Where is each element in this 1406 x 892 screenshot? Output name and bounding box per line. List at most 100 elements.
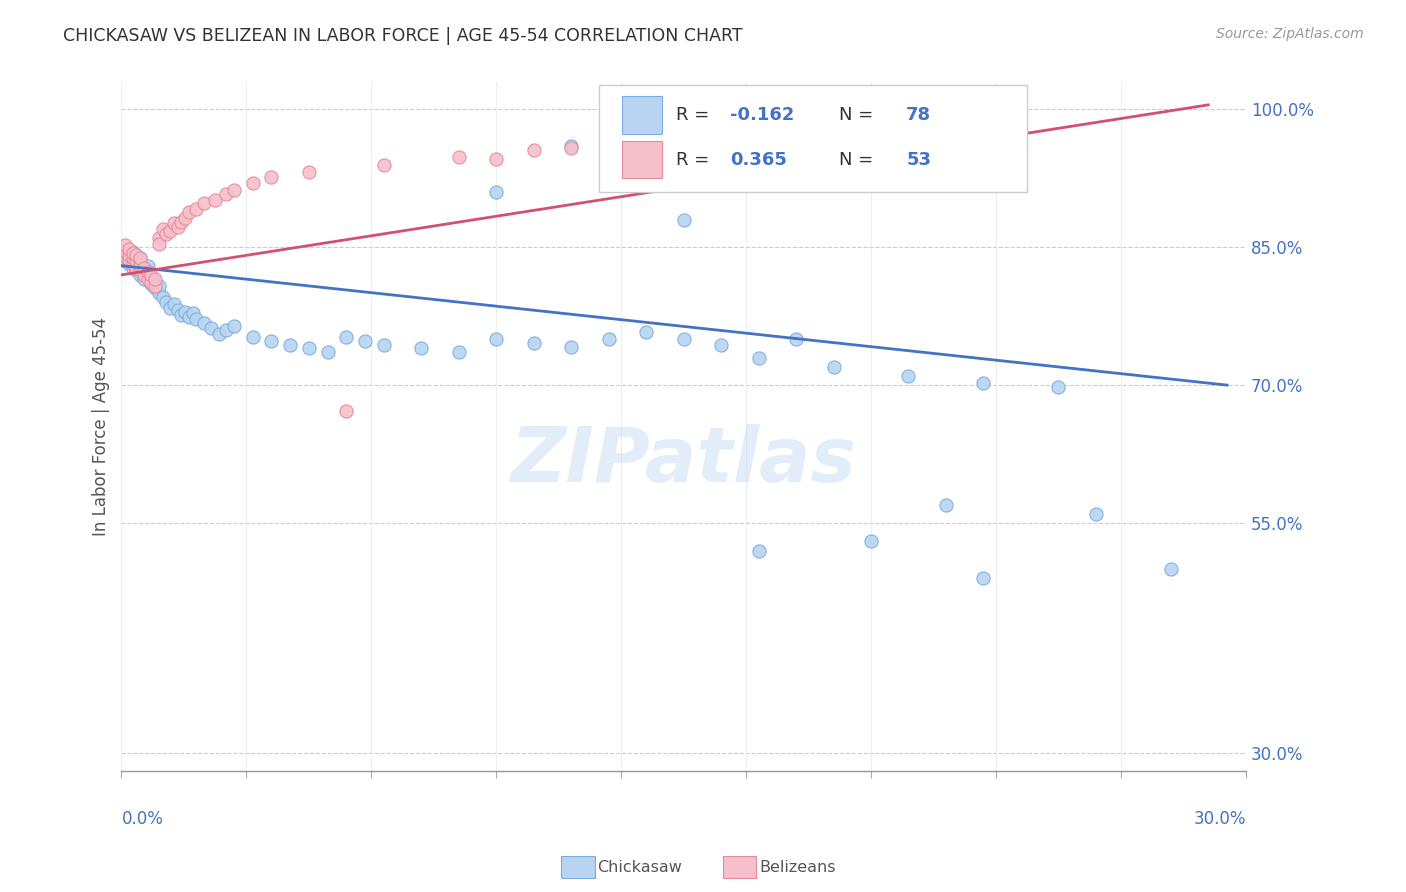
FancyBboxPatch shape [599, 86, 1026, 192]
Point [114, 254, 136, 268]
Point [186, 202, 208, 216]
Text: 30.0%: 30.0% [1194, 810, 1246, 828]
Point [215, 186, 238, 201]
Point [335, 404, 357, 418]
Point [208, 326, 231, 341]
Point [121, 252, 143, 266]
Point [125, 259, 148, 273]
Point [121, 257, 143, 271]
Point [260, 170, 283, 185]
Point [170, 308, 193, 322]
Point [132, 266, 155, 280]
Point [672, 332, 695, 346]
Point [242, 330, 264, 344]
Point [125, 247, 148, 261]
Point [242, 176, 264, 190]
Point [132, 260, 155, 275]
Text: N =: N = [839, 151, 879, 169]
Point [354, 334, 377, 348]
Point [121, 244, 143, 259]
Point [373, 337, 395, 351]
Point [636, 325, 658, 339]
Point [935, 128, 957, 143]
Point [136, 269, 159, 284]
Point [373, 158, 395, 172]
Point [204, 193, 226, 207]
Point [121, 260, 143, 275]
Point [125, 260, 148, 275]
Point [118, 247, 141, 261]
Point [129, 268, 152, 282]
Point [823, 359, 845, 374]
Point [177, 205, 200, 219]
Text: Source: ZipAtlas.com: Source: ZipAtlas.com [1216, 27, 1364, 41]
Point [1160, 562, 1182, 576]
Point [136, 271, 159, 285]
Point [560, 141, 582, 155]
Point [155, 295, 177, 310]
Point [560, 339, 582, 353]
Point [118, 253, 141, 268]
Point [222, 183, 245, 197]
Point [143, 272, 166, 286]
Point [163, 297, 186, 311]
Point [897, 368, 920, 383]
Point [1047, 380, 1070, 394]
Point [125, 247, 148, 261]
Point [129, 263, 152, 277]
Point [155, 227, 177, 241]
Point [710, 139, 733, 153]
Point [148, 279, 170, 293]
Point [193, 316, 215, 330]
FancyBboxPatch shape [621, 96, 662, 134]
Point [129, 252, 152, 266]
Point [118, 242, 141, 256]
Point [118, 247, 141, 261]
Point [598, 332, 620, 346]
Text: R =: R = [676, 151, 714, 169]
Point [785, 332, 807, 346]
Point [148, 236, 170, 251]
Point [411, 342, 433, 356]
Point [278, 337, 301, 351]
Text: ZIPatlas: ZIPatlas [510, 424, 856, 498]
Point [935, 498, 957, 512]
Point [598, 158, 620, 172]
Text: 0.0%: 0.0% [121, 810, 163, 828]
Point [163, 216, 186, 230]
Point [748, 543, 770, 558]
Point [560, 139, 582, 153]
Point [132, 272, 155, 286]
Point [1084, 507, 1107, 521]
Point [166, 220, 188, 235]
Text: R =: R = [676, 106, 714, 124]
Point [143, 275, 166, 289]
Point [125, 253, 148, 268]
Point [823, 146, 845, 161]
Point [132, 261, 155, 276]
Point [672, 212, 695, 227]
Text: 0.365: 0.365 [730, 151, 786, 169]
Point [298, 342, 321, 356]
Point [298, 165, 321, 179]
Point [141, 268, 163, 282]
FancyBboxPatch shape [621, 141, 662, 178]
Text: 53: 53 [907, 151, 931, 169]
Point [748, 351, 770, 365]
Point [129, 262, 152, 277]
Point [136, 259, 159, 273]
Point [141, 271, 163, 285]
Point [260, 334, 283, 348]
Point [166, 302, 188, 317]
Point [785, 130, 807, 145]
Point [316, 345, 339, 359]
Point [118, 257, 141, 271]
Point [159, 301, 181, 315]
Text: N =: N = [839, 106, 879, 124]
Point [972, 571, 994, 585]
Point [177, 310, 200, 325]
Point [114, 250, 136, 264]
Point [114, 250, 136, 264]
Text: Belizeans: Belizeans [759, 860, 835, 874]
Point [447, 150, 470, 164]
